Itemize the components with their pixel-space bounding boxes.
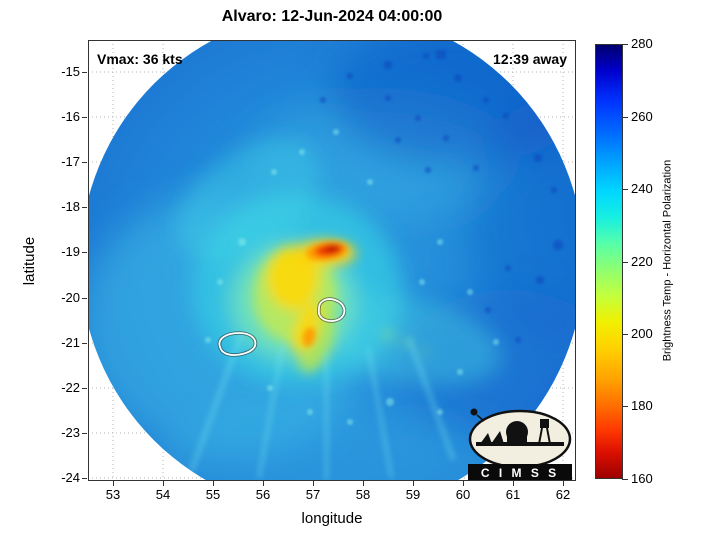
colorbar-label: Brightness Temp - Horizontal Polarizatio… (661, 159, 674, 362)
y-tick-label: -19 (36, 244, 87, 260)
dish-icon (491, 431, 504, 444)
cimss-logo-text: C I M S S (481, 466, 559, 480)
radial-streak-artifacts (188, 333, 457, 480)
colorbar-tick-label: 280 (622, 36, 665, 52)
y-tick-label: -21 (36, 335, 87, 351)
x-tick-label: 61 (493, 481, 533, 502)
colorbar-tick-label: 200 (622, 326, 665, 342)
white-contours (217, 297, 347, 357)
x-tick-label: 58 (343, 481, 383, 502)
y-tick-label: -22 (36, 380, 87, 396)
cimss-banner (468, 464, 572, 481)
plot-area: C I M S S Vmax: 36 kts 12:39 away (88, 40, 576, 481)
x-tick-label: 57 (293, 481, 333, 502)
y-tick-label: -16 (36, 109, 87, 125)
x-tick-label: 54 (143, 481, 183, 502)
colorbar-tick-label: 240 (622, 181, 665, 197)
x-tick-label: 55 (193, 481, 233, 502)
x-tick-label: 59 (393, 481, 433, 502)
time-away-annotation: 12:39 away (493, 51, 567, 67)
white-contour-large (218, 332, 257, 356)
y-axis-label: latitude (21, 236, 38, 286)
colorbar-tick-label: 260 (622, 109, 665, 125)
plot-title: Alvaro: 12-Jun-2024 04:00:00 (221, 8, 443, 25)
colorbar-tick-label: 220 (622, 254, 665, 270)
x-axis-label: longitude (301, 510, 363, 527)
y-tick-label: -18 (36, 199, 87, 215)
colorbar (595, 44, 623, 479)
y-tick-label: -24 (36, 470, 87, 486)
y-tick-label: -17 (36, 154, 87, 170)
x-tick-label: 60 (443, 481, 483, 502)
colorbar-tick-label: 180 (622, 398, 665, 414)
x-tick-label: 56 (243, 481, 283, 502)
x-tick-label: 62 (543, 481, 583, 502)
dish-icon (480, 433, 492, 444)
x-tick-label: 53 (93, 481, 133, 502)
y-tick-label: -15 (36, 64, 87, 80)
satellite-icon (470, 408, 478, 416)
y-tick-label: -20 (36, 290, 87, 306)
water-tower-icon (540, 419, 549, 428)
vmax-annotation: Vmax: 36 kts (97, 51, 183, 67)
colorbar-tick-label: 160 (622, 471, 665, 487)
swath-data: C I M S S (88, 40, 576, 481)
white-contour-small (317, 298, 346, 322)
axes-box (88, 40, 576, 481)
satellite-swath-image: C I M S S (88, 40, 576, 481)
y-tick-label: -23 (36, 425, 87, 441)
cimss-logo: C I M S S (468, 408, 572, 481)
